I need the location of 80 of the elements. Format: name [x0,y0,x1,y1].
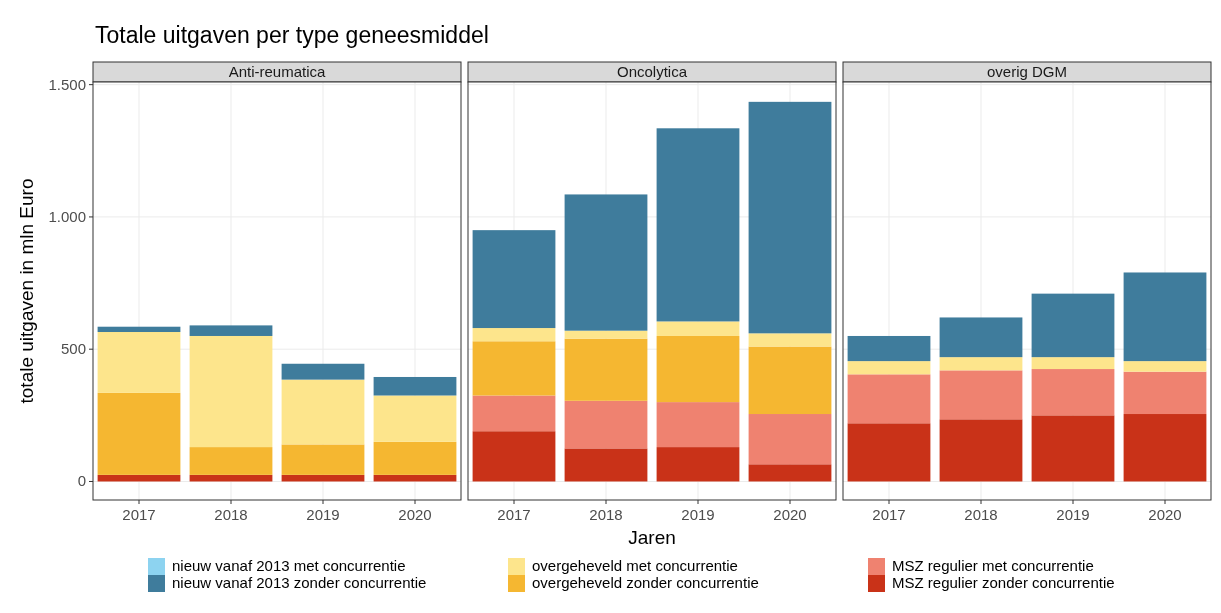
y-tick-label: 500 [60,340,86,358]
y-tick-label: 0 [77,472,86,490]
bar [939,357,1023,371]
bar [1031,357,1115,370]
bar [373,441,457,475]
bar [1123,414,1207,482]
bar [748,333,832,347]
bar [564,400,648,449]
bar [847,423,931,482]
bar [97,392,181,475]
bar [373,376,457,396]
bar [97,332,181,393]
bar [939,419,1023,482]
x-tick-label: 2017 [122,506,156,523]
legend-label: nieuw vanaf 2013 zonder concurrentie [172,574,427,591]
legend-label: MSZ regulier met concurrentie [892,557,1094,574]
x-axis-title: Jaren [628,527,676,548]
legend-label: overgeheveld zonder concurrentie [532,574,759,591]
bar [847,361,931,375]
bar [939,317,1023,358]
bar [472,431,556,482]
bar [1031,369,1115,416]
bar [472,395,556,432]
bar [472,328,556,342]
bar [97,326,181,333]
bar [472,341,556,396]
bar [656,128,740,322]
bar [97,474,181,482]
y-axis-title: totale uitgaven in mln Euro [16,178,37,404]
bar [564,194,648,331]
bar [373,474,457,482]
bar [1123,361,1207,372]
chart-subtitle: Anti-reumatica [228,63,327,80]
bar [564,330,648,339]
bar [281,379,365,445]
chart-title: overig DGM [986,63,1068,80]
x-tick-label: 2017 [872,506,906,523]
bar [564,448,648,482]
legend-label: nieuw vanaf 2013 met concurrentie [172,557,406,574]
bar [1123,371,1207,415]
chart-title: Oncolytica [616,63,688,80]
legend-label: overgeheveld met concurrentie [532,557,738,574]
bar [847,335,931,362]
bar [748,414,832,465]
bar [748,101,832,334]
y-tick-label: 1.500 [48,75,86,93]
x-tick-label: 2019 [1056,506,1090,523]
legend-label: MSZ regulier zonder concurrentie [892,574,1115,591]
x-tick-label: 2018 [589,506,623,523]
bar [656,402,740,448]
x-tick-label: 2020 [398,506,432,523]
bar [748,464,832,482]
bar [656,321,740,336]
bar [1123,272,1207,362]
x-tick-label: 2019 [306,506,340,523]
chart-title: Totale uitgaven per type geneesmiddel [95,22,489,48]
bar [189,447,273,475]
x-tick-label: 2018 [964,506,998,523]
y-tick-label: 1.000 [48,207,86,225]
bar [189,335,273,448]
bar [281,363,365,380]
bar [847,374,931,424]
x-tick-label: 2020 [1148,506,1182,523]
bar [1031,415,1115,482]
x-tick-label: 2020 [773,506,807,523]
bar [373,395,457,442]
bar [939,370,1023,420]
bar [472,230,556,329]
bar [1031,293,1115,358]
bar [281,444,365,475]
bar [656,335,740,403]
bar [564,338,648,401]
x-tick-label: 2019 [681,506,715,523]
bar [748,346,832,415]
bar [189,474,273,482]
bar [656,447,740,482]
x-tick-label: 2017 [497,506,531,523]
bar [281,474,365,482]
x-tick-label: 2018 [214,506,248,523]
bar [189,325,273,336]
